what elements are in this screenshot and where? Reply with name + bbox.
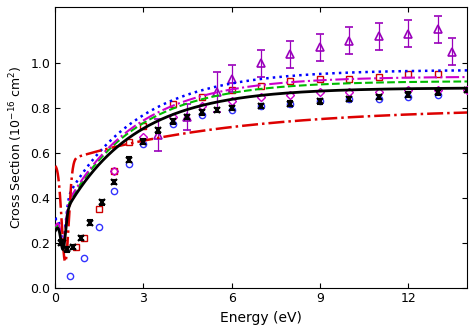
X-axis label: Energy (eV): Energy (eV) bbox=[220, 311, 302, 325]
Y-axis label: Cross Section $(10^{-16}$ cm$^2)$: Cross Section $(10^{-16}$ cm$^2)$ bbox=[7, 65, 25, 229]
